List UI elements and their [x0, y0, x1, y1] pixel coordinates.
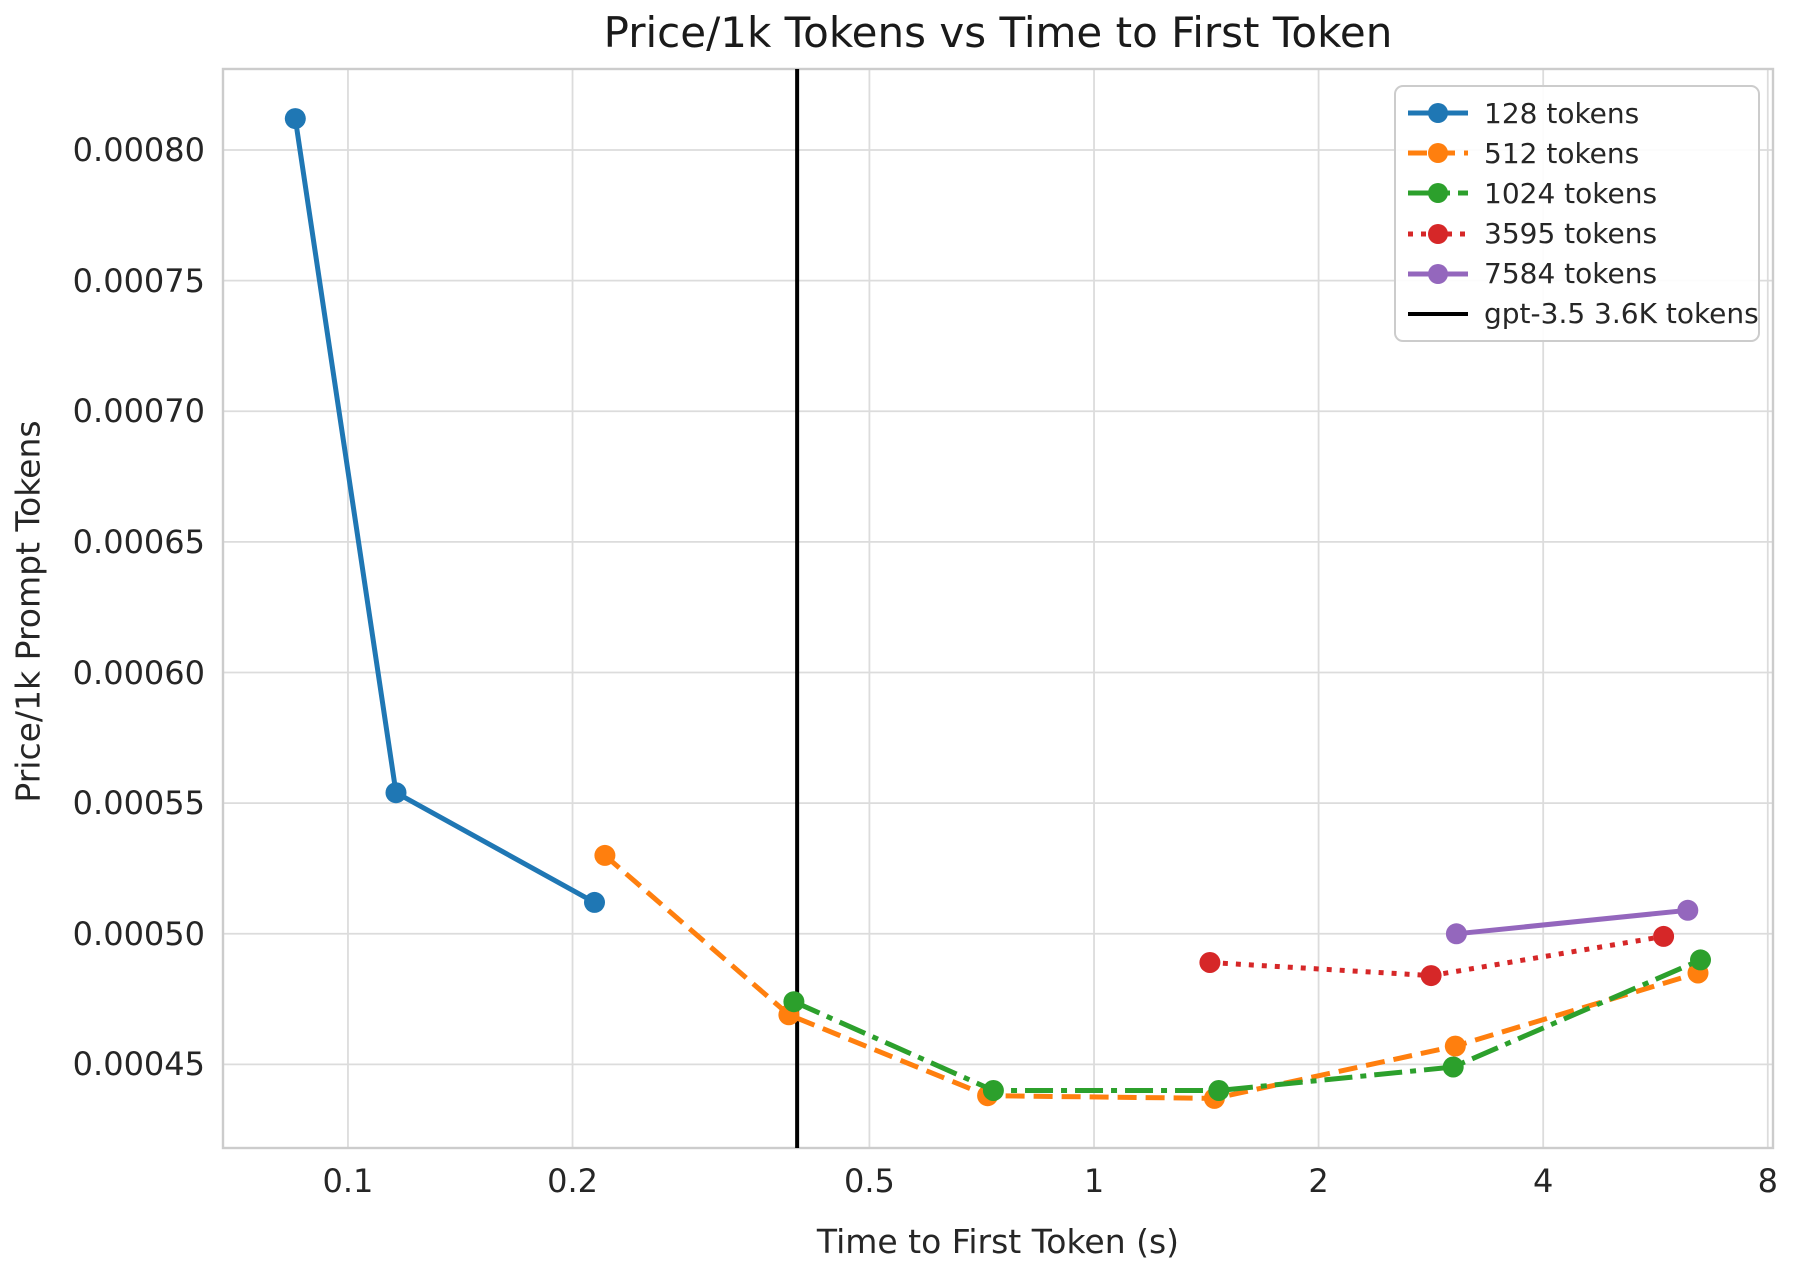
legend-line-sample [1408, 223, 1468, 244]
y-tick-label: 0.00050 [72, 914, 205, 953]
data-point-1024-tokens [783, 991, 805, 1013]
legend-label: gpt-3.5 3.6K tokens [1484, 297, 1759, 331]
legend-line-sample [1408, 263, 1468, 284]
x-tick-label: 4 [1533, 1162, 1554, 1200]
y-tick-label: 0.00075 [72, 261, 205, 300]
data-point-512-tokens [1444, 1035, 1466, 1057]
y-tick-label: 0.00055 [72, 784, 205, 823]
y-tick-label: 0.00070 [72, 392, 205, 431]
x-tick-label: 2 [1308, 1162, 1329, 1200]
data-point-128-tokens [385, 782, 407, 804]
data-point-1024-tokens [1690, 949, 1711, 971]
plot-border [221, 67, 1775, 1150]
x-axis-label: Time to First Token (s) [816, 1222, 1180, 1261]
y-tick-label: 0.00065 [72, 522, 205, 561]
legend-line-sample [1408, 103, 1468, 124]
data-point-7584-tokens [1445, 923, 1467, 945]
legend-line-sample [1408, 143, 1468, 164]
legend-box: 128 tokens 512 tokens 1024 tokens 3595 t… [1394, 85, 1760, 342]
data-point-7584-tokens [1677, 899, 1699, 921]
legend-sample-marker [1428, 223, 1448, 244]
data-point-3595-tokens [1653, 925, 1675, 947]
legend-item-gpt35-vline: gpt-3.5 3.6K tokens [1406, 296, 1759, 332]
y-tick-label: 0.00060 [72, 653, 205, 692]
series-line-7584-tokens [1456, 907, 1689, 937]
chart-title: Price/1k Tokens vs Time to First Token [603, 8, 1393, 57]
data-point-128-tokens [584, 891, 605, 913]
legend-label: 1024 tokens [1484, 176, 1658, 210]
data-point-512-tokens [594, 844, 616, 866]
data-point-3595-tokens [1199, 952, 1221, 973]
x-tick-label: 0.1 [322, 1162, 374, 1200]
legend-label: 7584 tokens [1484, 257, 1658, 291]
legend-sample-marker [1428, 103, 1448, 124]
data-point-1024-tokens [982, 1080, 1004, 1101]
legend-line-sample [1408, 183, 1468, 204]
x-tick-label: 1 [1083, 1162, 1105, 1200]
y-axis-label: Price/1k Prompt Tokens [8, 420, 48, 803]
x-tick-label: 8 [1757, 1162, 1778, 1200]
data-point-128-tokens [284, 108, 306, 130]
series-line-1024-tokens [792, 957, 1702, 1093]
legend-line-sample [1408, 311, 1468, 316]
legend-label: 3595 tokens [1484, 217, 1658, 251]
legend-sample-marker [1428, 263, 1448, 284]
series-line-128-tokens [292, 118, 596, 905]
x-tick-label: 0.2 [547, 1162, 598, 1200]
legend-item-512-tokens: 512 tokens [1406, 135, 1748, 171]
legend-item-128-tokens: 128 tokens [1406, 95, 1748, 131]
y-tick-label: 0.00045 [72, 1045, 205, 1084]
data-point-1024-tokens [1442, 1056, 1464, 1078]
series-line-512-tokens [603, 853, 1699, 1101]
legend-item-1024-tokens: 1024 tokens [1406, 175, 1748, 211]
legend-item-3595-tokens: 3595 tokens [1406, 216, 1748, 252]
data-point-3595-tokens [1420, 965, 1442, 987]
legend-label: 128 tokens [1484, 96, 1640, 130]
legend-label: 512 tokens [1484, 136, 1640, 170]
y-tick-label: 0.00080 [72, 130, 205, 169]
legend-sample-marker [1428, 143, 1448, 164]
x-tick-label: 0.5 [843, 1162, 895, 1200]
legend-sample-marker [1428, 183, 1448, 204]
legend-item-7584-tokens: 7584 tokens [1406, 256, 1748, 292]
data-point-1024-tokens [1208, 1080, 1230, 1101]
